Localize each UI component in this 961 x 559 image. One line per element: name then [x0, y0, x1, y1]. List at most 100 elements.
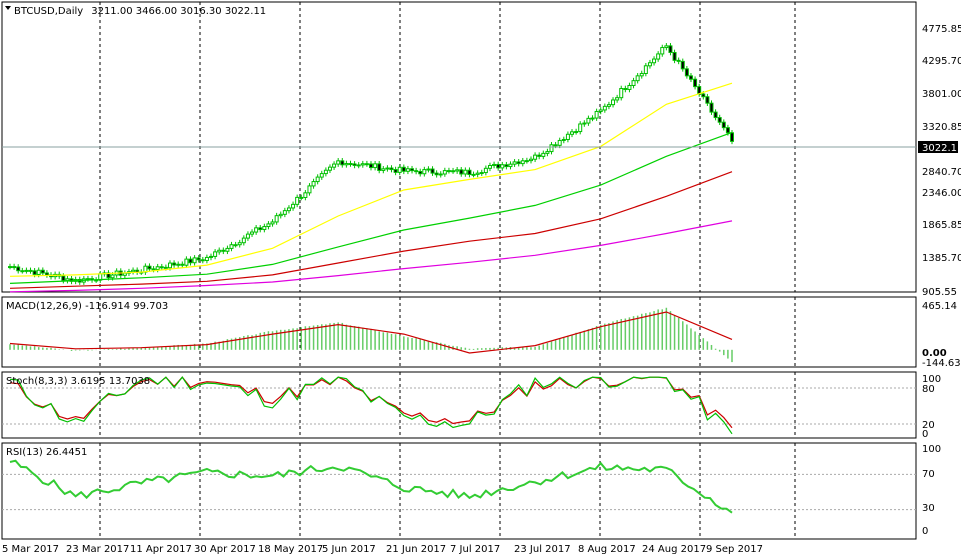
candle-body [303, 192, 308, 198]
candle-body [578, 123, 583, 133]
candle-body [451, 170, 456, 173]
candle-body [500, 164, 505, 169]
candle-body [709, 102, 714, 113]
candle-body [213, 251, 218, 257]
candle-body [241, 237, 246, 244]
candle-body [16, 266, 21, 272]
candle-body [570, 131, 575, 135]
candle-body [598, 109, 603, 112]
candle-body [463, 169, 468, 175]
x-tick-0: 5 Mar 2017 [2, 544, 59, 555]
price-series [8, 43, 734, 293]
candle-body [151, 268, 156, 271]
rsi-tick-1: 70 [922, 469, 935, 480]
candle-body [209, 255, 214, 258]
candle-body [266, 223, 271, 228]
candle-body [627, 84, 632, 90]
stoch-series [9, 376, 733, 435]
candle-body [24, 269, 29, 272]
candle-body [344, 163, 349, 166]
candle-body [20, 270, 25, 273]
candle-body [381, 168, 386, 171]
candle-body [582, 122, 587, 125]
candle-body [455, 169, 460, 172]
candle-body [36, 269, 41, 275]
stoch-tick-0: 100 [922, 374, 941, 385]
candle-body [725, 127, 730, 134]
candle-body [356, 164, 361, 167]
candle-body [340, 160, 345, 166]
stoch-y-axis: 100 80 20 0 [922, 374, 941, 440]
candle-body [258, 227, 263, 231]
ohlc-label: 3211.00 3466.00 3016.30 3022.11 [91, 6, 266, 17]
candle-body [422, 169, 427, 175]
candle-body [504, 164, 509, 168]
candle-body [652, 58, 657, 64]
rsi-tick-2: 30 [922, 503, 935, 514]
candle-body [430, 168, 435, 174]
collapse-arrow-icon[interactable] [5, 6, 11, 10]
candle-body [282, 210, 287, 215]
candle-body [418, 170, 423, 175]
candle-body [172, 262, 177, 266]
candle-body [705, 96, 710, 104]
candle-body [12, 266, 17, 269]
candle-body [483, 167, 488, 174]
candle-body [278, 213, 283, 217]
stoch-tick-3: 0 [922, 429, 928, 440]
candle-body [574, 131, 579, 134]
candle-body [254, 227, 259, 233]
candle-body [229, 244, 234, 249]
candle-body [405, 168, 410, 172]
candle-body [176, 263, 181, 266]
candle-body [680, 60, 685, 70]
candle-body [291, 203, 296, 209]
moving-average-green [9, 131, 733, 284]
moving-average-red [9, 171, 733, 289]
candle-body [192, 257, 197, 264]
candle-body [492, 163, 497, 167]
indicator-levels [2, 387, 916, 511]
candle-body [590, 117, 595, 120]
candle-body [688, 75, 693, 80]
candle-body [274, 215, 279, 223]
stoch-tick-1: 80 [922, 384, 935, 395]
stoch-label: Stoch(8,3,3) 3.6195 13.7038 [6, 376, 150, 387]
candle-body [299, 196, 304, 199]
candle-body [385, 167, 390, 170]
candle-body [434, 172, 439, 176]
x-tick-2: 11 Apr 2017 [130, 544, 192, 555]
candle-body [553, 144, 558, 147]
symbol-label: BTCUSD,Daily [14, 6, 83, 17]
candle-body [401, 166, 406, 172]
candle-body [167, 262, 172, 269]
rsi-series [9, 459, 733, 514]
candle-body [352, 163, 357, 166]
candle-body [693, 78, 698, 88]
candle-body [520, 160, 525, 165]
x-tick-10: 24 Aug 2017 [642, 544, 706, 555]
candle-body [414, 170, 419, 173]
candle-body [426, 168, 431, 171]
candle-body [397, 166, 402, 173]
moving-average-magenta [9, 220, 733, 293]
candle-body [348, 163, 353, 166]
candle-body [188, 258, 193, 264]
candle-body [61, 275, 66, 282]
x-tick-8: 23 Jul 2017 [514, 544, 571, 555]
candle-body [270, 221, 275, 225]
rsi-y-axis: 100 70 30 0 [922, 444, 941, 537]
current-price-box [918, 141, 958, 153]
candle-body [545, 151, 550, 154]
candle-body [233, 244, 238, 247]
candle-body [496, 163, 501, 169]
candle-body [393, 169, 398, 173]
candle-body [44, 272, 49, 276]
candle-body [672, 51, 677, 61]
candle-body [250, 231, 255, 235]
candle-body [131, 269, 136, 273]
price-y-axis: 4775.85 4295.70 3801.00 3320.85 2840.70 … [922, 24, 961, 298]
x-tick-6: 21 Jun 2017 [386, 544, 446, 555]
